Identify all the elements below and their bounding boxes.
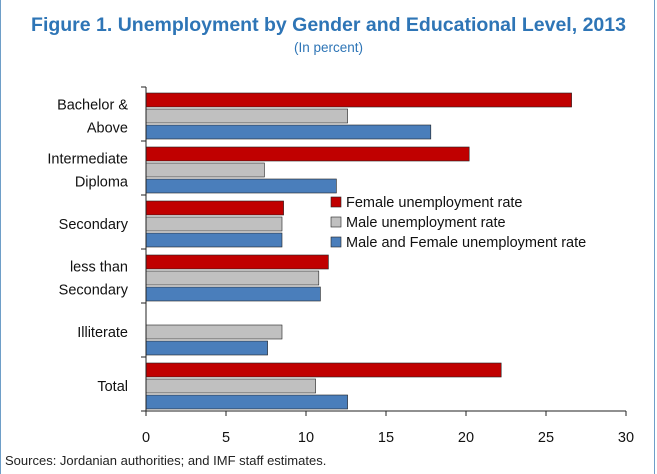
category-label-4-0: Illiterate [77, 325, 128, 341]
bar-female-0 [145, 92, 572, 108]
category-label-3-1: Secondary [59, 283, 129, 299]
category-label-0-1: Above [87, 121, 128, 137]
source-note: Sources: Jordanian authorities; and IMF … [5, 453, 327, 468]
category-label-1-1: Diploma [75, 175, 129, 191]
bar-female-5 [145, 362, 502, 378]
x-tick-label-15: 15 [378, 430, 394, 446]
category-label-5-0: Total [97, 379, 128, 395]
category-label-0-0: Bachelor & [57, 98, 128, 114]
x-tick-label-5: 5 [222, 430, 230, 446]
legend-swatch-0 [330, 196, 342, 208]
x-tick-label-25: 25 [538, 430, 554, 446]
bar-both-5 [145, 394, 348, 410]
bars-layer [145, 92, 572, 410]
bar-male-0 [145, 108, 348, 124]
axes-layer: Bachelor & Above Intermediate Diploma Second… [47, 86, 634, 446]
bar-both-2 [145, 232, 283, 248]
bar-male-5 [145, 378, 316, 394]
legend: Female unemployment rate Male unemploymen… [330, 195, 586, 251]
legend-swatch-2 [330, 236, 342, 248]
x-tick-label-30: 30 [618, 430, 634, 446]
legend-label-2: Male and Female unemployment rate [346, 235, 586, 251]
legend-label-0: Female unemployment rate [346, 195, 523, 211]
bar-female-2 [145, 200, 284, 216]
x-tick-label-20: 20 [458, 430, 474, 446]
category-label-3-0: less than [70, 260, 128, 276]
category-label-2-0: Secondary [59, 217, 129, 233]
chart-title: Figure 1. Unemployment by Gender and Edu… [31, 14, 626, 36]
bar-both-3 [145, 286, 321, 302]
bar-both-1 [145, 178, 337, 194]
bar-male-1 [145, 162, 265, 178]
category-label-1-0: Intermediate [47, 152, 128, 168]
x-tick-label-10: 10 [298, 430, 314, 446]
legend-swatch-1 [330, 216, 342, 228]
bar-both-0 [145, 124, 432, 140]
bar-male-3 [145, 270, 320, 286]
chart-subtitle: (In percent) [293, 40, 364, 55]
bar-male-2 [145, 216, 283, 232]
x-tick-label-0: 0 [142, 430, 150, 446]
bar-female-1 [145, 146, 470, 162]
legend-label-1: Male unemployment rate [346, 215, 506, 231]
bar-male-4 [145, 324, 283, 340]
bar-female-3 [145, 254, 329, 270]
bar-both-4 [145, 340, 268, 356]
